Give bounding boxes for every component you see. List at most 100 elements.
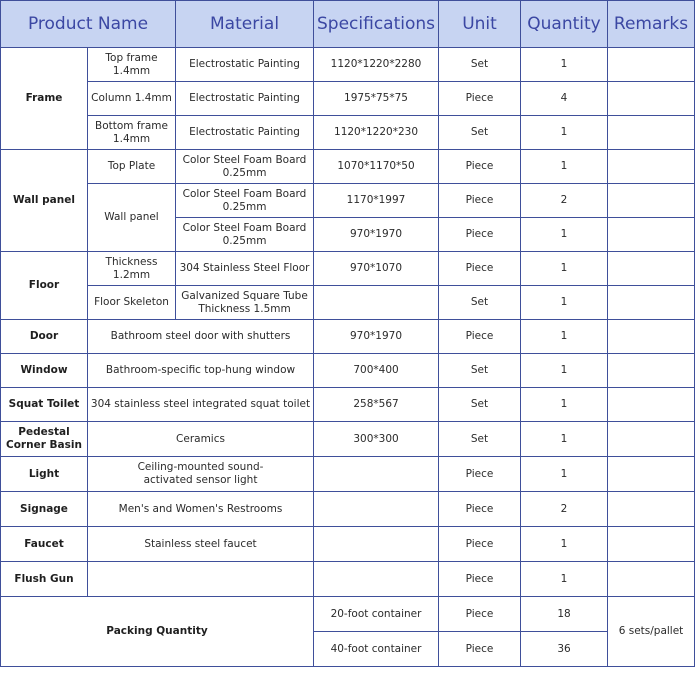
spec-cell: 970*1970 [313, 217, 440, 252]
qty-cell: 1 [520, 285, 609, 320]
unit-cell: Piece [438, 491, 522, 527]
spec-cell: 1070*1170*50 [313, 149, 440, 184]
product-name-basin: Pedestal Corner Basin [0, 421, 88, 457]
table-row: Light Ceiling-mounted sound-activated se… [0, 456, 695, 492]
table-row: Signage Men's and Women's Restrooms Piec… [0, 491, 695, 527]
spec-cell [313, 561, 440, 597]
table-row: Wall panel Color Steel Foam Board 0.25mm… [1, 183, 695, 252]
unit-cell: Piece [438, 561, 522, 597]
unit-cell: Set [438, 115, 522, 150]
qty-cell: 2 [520, 183, 609, 218]
remarks-cell [607, 217, 695, 252]
material-cell: Color Steel Foam Board 0.25mm [175, 183, 315, 218]
material-cell: Electrostatic Painting [175, 47, 315, 82]
material-cell: 304 stainless steel integrated squat toi… [86, 387, 315, 422]
spec-cell: 40-foot container [313, 631, 440, 667]
spec-cell [313, 285, 440, 320]
qty-cell: 18 [520, 596, 609, 632]
product-name-faucet: Faucet [0, 526, 88, 562]
table-row: Flush Gun Piece 1 [0, 561, 695, 597]
qty-cell: 1 [520, 319, 609, 354]
material-cell: Galvanized Square Tube Thickness 1.5mm [175, 285, 315, 320]
part-cell: Column 1.4mm [86, 81, 177, 116]
unit-cell: Piece [438, 319, 522, 354]
material-cell: Color Steel Foam Board 0.25mm [175, 149, 315, 184]
table-row: Floor Thickness 1.2mm 304 Stainless Stee… [0, 251, 695, 320]
spec-cell: 970*1070 [313, 251, 440, 286]
table-row: Color Steel Foam Board 0.25mm 970*1970 P… [1, 217, 695, 252]
unit-cell: Piece [438, 217, 522, 252]
unit-cell: Set [438, 421, 522, 457]
qty-cell: 1 [520, 217, 609, 252]
qty-cell: 1 [520, 47, 609, 82]
qty-cell: 1 [520, 353, 609, 388]
table-row: Wall panel Top Plate Color Steel Foam Bo… [0, 149, 695, 252]
packing-quantity-label: Packing Quantity [0, 596, 315, 667]
unit-cell: Piece [438, 596, 522, 632]
spec-cell: 700*400 [313, 353, 440, 388]
table-row: 40-foot container Piece 36 [1, 631, 695, 667]
unit-cell: Piece [438, 149, 522, 184]
part-cell: Wall panel [86, 183, 177, 252]
qty-cell: 1 [520, 526, 609, 562]
remarks-cell [607, 526, 695, 562]
material-cell: Bathroom-specific top-hung window [86, 353, 315, 388]
unit-cell: Piece [438, 81, 522, 116]
unit-cell: Piece [438, 251, 522, 286]
spec-cell: 1975*75*75 [313, 81, 440, 116]
spec-cell: 970*1970 [313, 319, 440, 354]
header-remarks: Remarks [607, 0, 695, 48]
remarks-cell [607, 149, 695, 184]
remarks-cell [607, 319, 695, 354]
unit-cell: Set [438, 387, 522, 422]
header-quantity: Quantity [520, 0, 609, 48]
unit-cell: Piece [438, 183, 522, 218]
table-row: Column 1.4mm Electrostatic Painting 1975… [1, 81, 695, 116]
material-cell [86, 561, 315, 597]
qty-cell: 1 [520, 251, 609, 286]
product-name-door: Door [0, 319, 88, 354]
material-cell: Stainless steel faucet [86, 526, 315, 562]
part-cell: Thickness 1.2mm [86, 251, 177, 286]
spec-cell: 1170*1997 [313, 183, 440, 218]
part-cell: Floor Skeleton [86, 285, 177, 320]
product-name-floor: Floor [0, 251, 88, 320]
qty-cell: 1 [520, 115, 609, 150]
unit-cell: Piece [438, 631, 522, 667]
material-cell: Ceramics [86, 421, 315, 457]
qty-cell: 1 [520, 149, 609, 184]
header-product-name: Product Name [0, 0, 177, 48]
remarks-cell [607, 353, 695, 388]
table-row: Squat Toilet 304 stainless steel integra… [0, 387, 695, 422]
unit-cell: Piece [438, 456, 522, 492]
material-cell: Color Steel Foam Board 0.25mm [175, 217, 315, 252]
spec-cell: 1120*1220*230 [313, 115, 440, 150]
table-row: Window Bathroom-specific top-hung window… [0, 353, 695, 388]
header-material: Material [175, 0, 315, 48]
table-row: Pedestal Corner Basin Ceramics 300*300 S… [0, 421, 695, 457]
material-cell: Electrostatic Painting [175, 81, 315, 116]
part-cell: Top Plate [86, 149, 177, 184]
qty-cell: 2 [520, 491, 609, 527]
spec-cell: 20-foot container [313, 596, 440, 632]
part-cell: Bottom frame 1.4mm [86, 115, 177, 150]
product-name-light: Light [0, 456, 88, 492]
spec-cell: 258*567 [313, 387, 440, 422]
material-cell: 304 Stainless Steel Floor [175, 251, 315, 286]
remarks-cell [607, 251, 695, 286]
spec-cell [313, 456, 440, 492]
unit-cell: Piece [438, 526, 522, 562]
remarks-cell [607, 387, 695, 422]
qty-cell: 36 [520, 631, 609, 667]
spec-cell [313, 526, 440, 562]
header-row: Product Name Material Specifications Uni… [0, 0, 695, 48]
product-name-squat-toilet: Squat Toilet [0, 387, 88, 422]
table-row: Bottom frame 1.4mm Electrostatic Paintin… [1, 115, 695, 150]
qty-cell: 1 [520, 387, 609, 422]
material-cell: Bathroom steel door with shutters [86, 319, 315, 354]
remarks-cell: 6 sets/pallet [607, 596, 695, 667]
remarks-cell [607, 561, 695, 597]
remarks-cell [607, 456, 695, 492]
qty-cell: 1 [520, 561, 609, 597]
